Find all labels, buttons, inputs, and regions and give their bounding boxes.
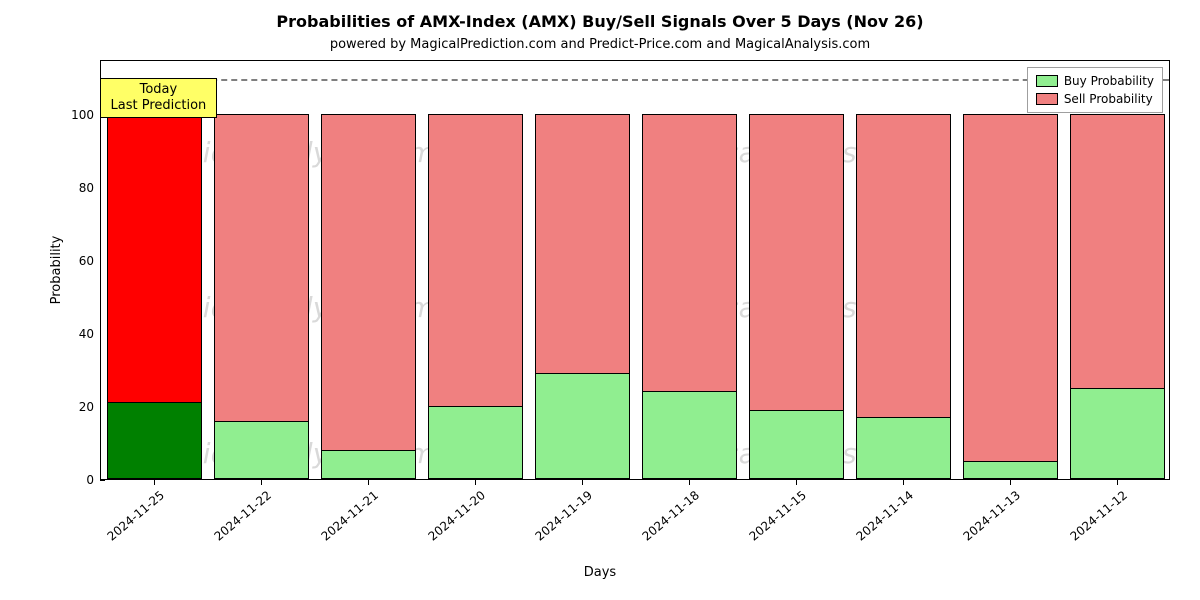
bar-buy [214,421,308,479]
x-tick-mark [475,480,476,485]
legend-label-buy: Buy Probability [1064,72,1154,90]
legend-label-sell: Sell Probability [1064,90,1153,108]
legend-row-sell: Sell Probability [1036,90,1154,108]
x-tick-label: 2024-11-21 [318,488,380,544]
chart-container: Probabilities of AMX-Index (AMX) Buy/Sel… [0,0,1200,600]
plot-area: Buy Probability Sell Probability Today L… [100,60,1170,480]
plot-area-outer: Buy Probability Sell Probability Today L… [100,60,1170,480]
bar-buy [856,417,950,479]
bar-buy [963,461,1057,479]
x-tick-mark [368,480,369,485]
y-tick-label: 80 [54,181,94,195]
bar-sell [963,114,1057,479]
bars-layer [101,61,1169,479]
callout-line1: Today [111,82,207,98]
chart-subtitle: powered by MagicalPrediction.com and Pre… [20,37,1180,52]
x-axis: 2024-11-25 2024-11-22 2024-11-21 2024-11-20… [100,480,1170,580]
bar-slot [856,61,950,479]
chart-title: Probabilities of AMX-Index (AMX) Buy/Sel… [20,12,1180,31]
x-tick-label: 2024-11-13 [960,488,1022,544]
legend-row-buy: Buy Probability [1036,72,1154,90]
bar-slot [321,61,415,479]
y-tick-label: 100 [54,108,94,122]
x-tick-label: 2024-11-22 [211,488,273,544]
x-tick-mark [261,480,262,485]
x-tick-label: 2024-11-25 [104,488,166,544]
legend: Buy Probability Sell Probability [1027,67,1163,113]
y-tick-label: 20 [54,400,94,414]
x-tick-label: 2024-11-20 [425,488,487,544]
bar-slot [428,61,522,479]
bar-slot [1070,61,1164,479]
bar-buy [642,391,736,479]
x-tick-label: 2024-11-15 [746,488,808,544]
y-axis: 020406080100 [60,60,100,480]
grid-dash-line [101,79,1169,81]
bar-sell [321,114,415,479]
x-tick-mark [689,480,690,485]
bar-slot [963,61,1057,479]
y-tick-label: 40 [54,327,94,341]
x-tick-label: 2024-11-19 [532,488,594,544]
bar-slot [642,61,736,479]
x-tick-mark [1117,480,1118,485]
bar-buy [428,406,522,479]
x-tick-mark [582,480,583,485]
y-tick-label: 60 [54,254,94,268]
bar-slot [107,61,201,479]
legend-swatch-sell [1036,93,1058,105]
today-callout: Today Last Prediction [100,78,217,118]
x-tick-mark [903,480,904,485]
x-tick-label: 2024-11-18 [639,488,701,544]
bar-slot [749,61,843,479]
callout-line2: Last Prediction [111,98,207,114]
bar-buy [321,450,415,479]
bar-buy [107,402,201,479]
x-tick-mark [1010,480,1011,485]
bar-slot [535,61,629,479]
legend-swatch-buy [1036,75,1058,87]
x-tick-label: 2024-11-14 [853,488,915,544]
y-tick-label: 0 [54,473,94,487]
bar-buy [535,373,629,479]
bar-buy [749,410,843,479]
x-tick-mark [796,480,797,485]
bar-slot [214,61,308,479]
bar-buy [1070,388,1164,479]
x-tick-label: 2024-11-12 [1067,488,1129,544]
x-tick-mark [154,480,155,485]
